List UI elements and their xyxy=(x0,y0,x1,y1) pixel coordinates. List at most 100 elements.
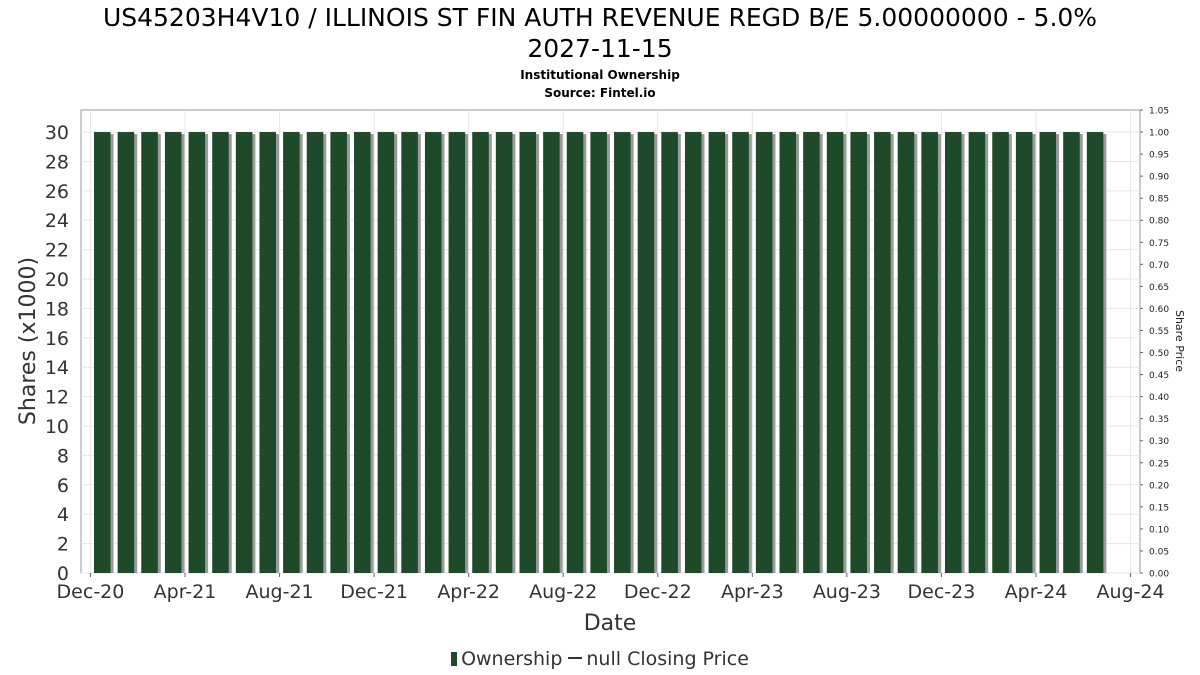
y2-tick-label: 0.95 xyxy=(1149,151,1169,161)
ownership-bar xyxy=(944,132,962,574)
ownership-bar xyxy=(472,132,489,574)
y2-tick-label: 0.65 xyxy=(1149,283,1169,293)
y-tick-label: 10 xyxy=(45,416,69,438)
ownership-bar xyxy=(354,132,371,574)
x-tick-label: Dec-23 xyxy=(908,581,976,603)
ownership-bar xyxy=(1086,132,1104,574)
ownership-bar xyxy=(330,132,347,574)
y-tick-label: 12 xyxy=(45,387,69,409)
chart-source: Source: Fintel.io xyxy=(544,86,656,100)
y2-tick-label: 0.15 xyxy=(1149,503,1169,513)
x-tick-label: Aug-23 xyxy=(813,581,881,603)
legend-ownership-label: Ownership xyxy=(461,648,563,670)
legend-ownership-swatch xyxy=(451,652,458,666)
y2-tick-label: 0.25 xyxy=(1149,459,1169,469)
ownership-bar xyxy=(779,132,797,574)
x-tick-label: Dec-21 xyxy=(340,581,408,603)
ownership-bar xyxy=(637,132,655,574)
ownership-bar xyxy=(306,132,324,574)
ownership-bar xyxy=(259,132,277,574)
y2-axis-title: Share Price xyxy=(1173,310,1186,372)
y-tick-label: 28 xyxy=(45,151,69,173)
ownership-bar xyxy=(921,132,938,574)
y2-tick-label: 0.55 xyxy=(1149,327,1169,337)
chart-subtitle: Institutional Ownership xyxy=(520,68,680,82)
y-tick-label: 30 xyxy=(45,122,69,144)
x-tick-label: Aug-22 xyxy=(529,581,597,603)
ownership-bar xyxy=(614,132,631,574)
legend-price-label: null Closing Price xyxy=(586,648,749,670)
ownership-bar xyxy=(401,132,418,574)
x-tick-label: Aug-24 xyxy=(1096,581,1164,603)
y-tick-label: 26 xyxy=(45,181,69,203)
ownership-bar xyxy=(424,132,442,574)
ownership-bar xyxy=(141,132,158,574)
legend-price-swatch xyxy=(568,657,583,659)
x-tick-label: Apr-24 xyxy=(1005,581,1068,603)
y-tick-label: 4 xyxy=(57,504,69,526)
y2-tick-label: 0.60 xyxy=(1149,305,1169,315)
x-tick-label: Dec-20 xyxy=(57,581,125,603)
ownership-bar xyxy=(566,132,584,574)
ownership-bar xyxy=(590,132,607,574)
legend: Ownership null Closing Price xyxy=(0,648,1200,670)
ownership-bar xyxy=(684,132,702,574)
ownership-bar xyxy=(755,132,773,574)
y2-tick-label: 0.50 xyxy=(1149,349,1169,359)
ownership-bar xyxy=(968,132,986,574)
ownership-bar xyxy=(850,132,867,574)
y-tick-label: 6 xyxy=(57,475,69,497)
y2-tick-label: 0.05 xyxy=(1149,547,1169,557)
ownership-bar xyxy=(448,132,466,574)
y2-tick-label: 0.35 xyxy=(1149,415,1169,425)
y2-tick-label: 0.75 xyxy=(1149,239,1169,249)
y2-tick-label: 1.00 xyxy=(1149,129,1169,139)
ownership-bar xyxy=(377,132,395,574)
chart-title-line-1: US45203H4V10 / ILLINOIS ST FIN AUTH REVE… xyxy=(102,3,1098,32)
chart-title-line-2: 2027-11-15 xyxy=(527,34,673,63)
ownership-bar xyxy=(117,132,135,574)
y-tick-label: 0 xyxy=(57,563,69,585)
ownership-bar xyxy=(1063,132,1080,574)
y2-tick-label: 0.20 xyxy=(1149,481,1169,491)
x-axis-title: Date xyxy=(584,611,637,636)
y2-tick-label: 0.00 xyxy=(1149,570,1169,580)
ownership-bar xyxy=(661,132,678,574)
ownership-bar xyxy=(543,132,560,574)
y2-tick-label: 0.30 xyxy=(1149,437,1169,447)
x-tick-label: Dec-22 xyxy=(624,581,692,603)
ownership-bar xyxy=(992,132,1009,574)
y-axis-title: Shares (x1000) xyxy=(16,257,41,425)
y2-tick-label: 0.85 xyxy=(1149,195,1169,205)
ownership-bar xyxy=(495,132,513,574)
ownership-bar xyxy=(188,132,206,574)
y-tick-label: 18 xyxy=(45,298,69,320)
y2-tick-label: 0.40 xyxy=(1149,393,1169,403)
ownership-bar xyxy=(94,132,111,574)
ownership-bar xyxy=(212,132,229,574)
y2-tick-label: 1.05 xyxy=(1149,107,1169,117)
y2-tick-label: 0.10 xyxy=(1149,525,1169,535)
ownership-bar xyxy=(732,132,749,574)
ownership-bar xyxy=(897,132,915,574)
x-tick-label: Apr-22 xyxy=(437,581,500,603)
y-tick-label: 14 xyxy=(45,357,69,379)
ownership-bar xyxy=(708,132,726,574)
y2-tick-label: 0.70 xyxy=(1149,261,1169,271)
ownership-bar xyxy=(826,132,844,574)
x-tick-label: Apr-23 xyxy=(721,581,784,603)
ownership-bar xyxy=(874,132,891,574)
y-tick-label: 2 xyxy=(57,534,69,556)
ownership-bar xyxy=(519,132,537,574)
y-tick-label: 16 xyxy=(45,328,69,350)
y-tick-label: 8 xyxy=(57,445,69,467)
x-tick-label: Aug-21 xyxy=(245,581,313,603)
y-tick-label: 24 xyxy=(45,210,69,232)
y2-tick-label: 0.45 xyxy=(1149,371,1169,381)
ownership-bar xyxy=(235,132,253,574)
y-tick-label: 22 xyxy=(45,240,69,262)
ownership-bar xyxy=(1015,132,1033,574)
y2-tick-label: 0.90 xyxy=(1149,173,1169,183)
y2-tick-label: 0.80 xyxy=(1149,217,1169,227)
